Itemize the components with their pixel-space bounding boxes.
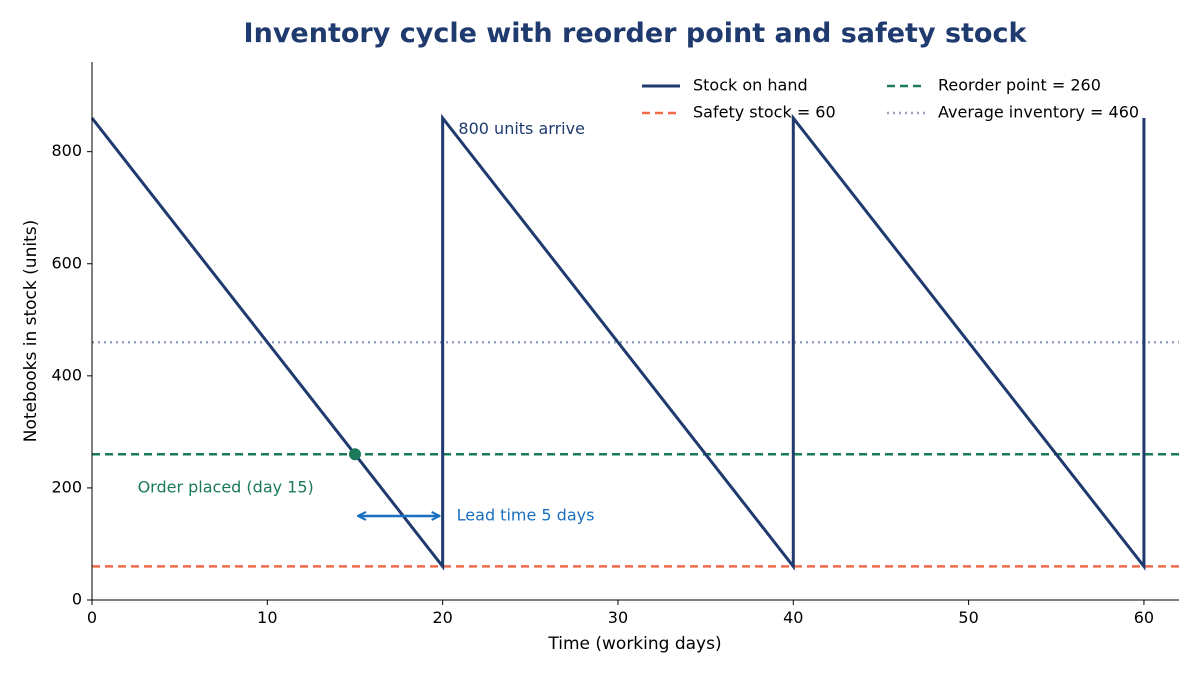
reorder-marker	[348, 448, 361, 461]
series-group	[90, 113, 1146, 571]
y-tick-label: 600	[51, 253, 82, 272]
x-ticks: 0 10 20 30 40 50 60	[87, 600, 1154, 627]
y-axis-label: Notebooks in stock (units)	[21, 220, 41, 442]
reference-lines	[92, 340, 1179, 568]
x-tick-label: 60	[1134, 608, 1154, 627]
annotations-group: 800 units arrive Order placed (day 15) Lea…	[138, 119, 595, 525]
x-tick-label: 20	[432, 608, 452, 627]
y-tick-label: 0	[72, 590, 82, 609]
legend-label: Stock on hand	[693, 76, 808, 95]
legend: Stock on hand Reorder point = 260 Safety s…	[642, 76, 1139, 122]
x-tick-label: 50	[958, 608, 978, 627]
y-tick-label: 800	[51, 141, 82, 160]
legend-label: Reorder point = 260	[938, 76, 1101, 95]
annotation-2: Order placed (day 15)	[138, 477, 314, 496]
x-tick-label: 40	[783, 608, 803, 627]
x-tick-label: 10	[257, 608, 277, 627]
x-axis-label: Time (working days)	[547, 634, 721, 654]
annotation-1: 800 units arrive	[458, 119, 584, 138]
x-tick-label: 0	[87, 608, 97, 627]
y-ticks: 0 200 400 600 800	[51, 141, 92, 609]
legend-label: Average inventory = 460	[938, 103, 1139, 122]
y-tick-label: 200	[51, 477, 82, 496]
annotation-3: Lead time 5 days	[457, 505, 595, 524]
y-tick-label: 400	[51, 365, 82, 384]
series-line-1	[90, 113, 1146, 571]
chart-title: Inventory cycle with reorder point and s…	[244, 18, 1028, 49]
legend-label: Safety stock = 60	[693, 103, 836, 122]
x-tick-label: 30	[608, 608, 628, 627]
